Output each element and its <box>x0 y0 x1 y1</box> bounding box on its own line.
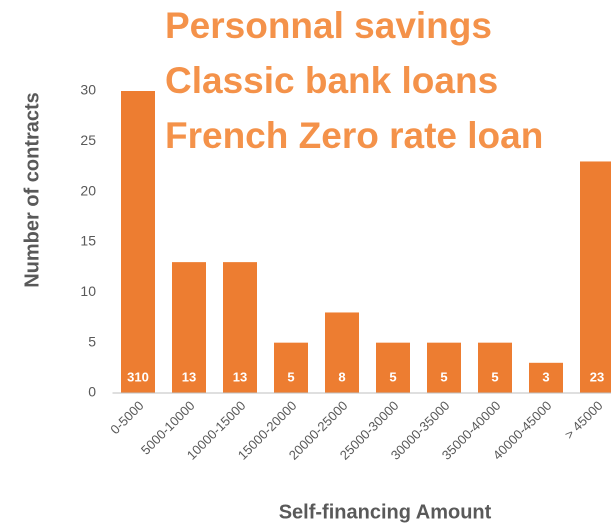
y-tick-label: 0 <box>88 384 96 400</box>
data-label: 5 <box>389 369 396 384</box>
y-tick-label: 25 <box>80 132 96 148</box>
bar <box>274 342 308 393</box>
x-tick-label: > 45000 <box>561 398 605 442</box>
y-tick-label: 20 <box>80 182 96 198</box>
title-line: Personnal savings <box>165 5 492 46</box>
data-label: 5 <box>440 369 447 384</box>
y-tick-label: 10 <box>80 283 96 299</box>
y-tick-label: 5 <box>88 333 96 349</box>
bar <box>529 362 563 393</box>
bar <box>580 161 611 393</box>
plot-area <box>121 91 611 393</box>
y-axis-title: Number of contracts <box>21 92 43 288</box>
x-axis-title: Self-financing Amount <box>279 501 492 523</box>
bar <box>172 262 206 393</box>
bar <box>223 262 257 393</box>
data-label: 8 <box>338 369 345 384</box>
data-label: 310 <box>127 369 149 384</box>
bar <box>121 91 155 393</box>
data-label: 23 <box>590 369 604 384</box>
data-label: 5 <box>287 369 294 384</box>
y-tick-label: 30 <box>80 82 96 98</box>
bar <box>427 342 461 393</box>
data-label: 3 <box>542 369 549 384</box>
title-line: Classic bank loans <box>165 60 498 101</box>
data-label: 13 <box>233 369 247 384</box>
bar <box>478 342 512 393</box>
y-tick-label: 15 <box>80 233 96 249</box>
x-tick-label: 0-5000 <box>107 398 146 437</box>
data-label: 5 <box>491 369 498 384</box>
bar <box>325 312 359 393</box>
data-label: 13 <box>182 369 196 384</box>
bar <box>376 342 410 393</box>
title-line: French Zero rate loan <box>165 115 543 156</box>
